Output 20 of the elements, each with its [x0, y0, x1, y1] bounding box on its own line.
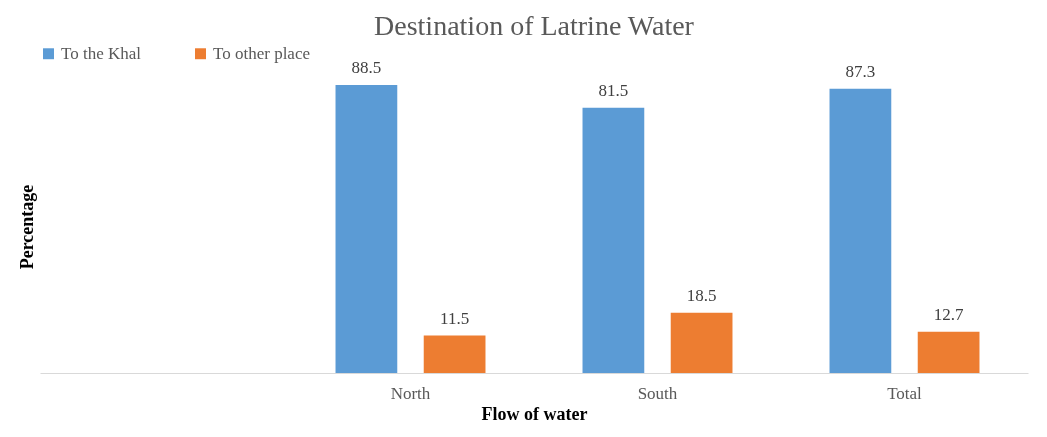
- bar: [670, 312, 733, 373]
- chart-title: Destination of Latrine Water: [374, 10, 695, 41]
- x-tick-label: Total: [887, 383, 923, 403]
- data-label: 11.5: [440, 308, 470, 328]
- bar: [423, 335, 486, 373]
- bar: [917, 331, 980, 373]
- legend-label: To the Khal: [61, 43, 142, 63]
- x-tick-label: South: [637, 383, 678, 403]
- x-axis-title: Flow of water: [481, 403, 588, 424]
- bar: [335, 84, 398, 373]
- data-label: 87.3: [845, 61, 876, 81]
- x-tick-label: North: [390, 383, 431, 403]
- data-label: 18.5: [686, 285, 717, 305]
- bar: [582, 107, 645, 373]
- bar: [829, 88, 892, 373]
- y-axis-title: Percentage: [16, 184, 37, 270]
- data-label: 81.5: [598, 80, 629, 100]
- data-label: 88.5: [351, 57, 382, 77]
- legend-label: To other place: [213, 43, 310, 63]
- data-label: 12.7: [933, 304, 964, 324]
